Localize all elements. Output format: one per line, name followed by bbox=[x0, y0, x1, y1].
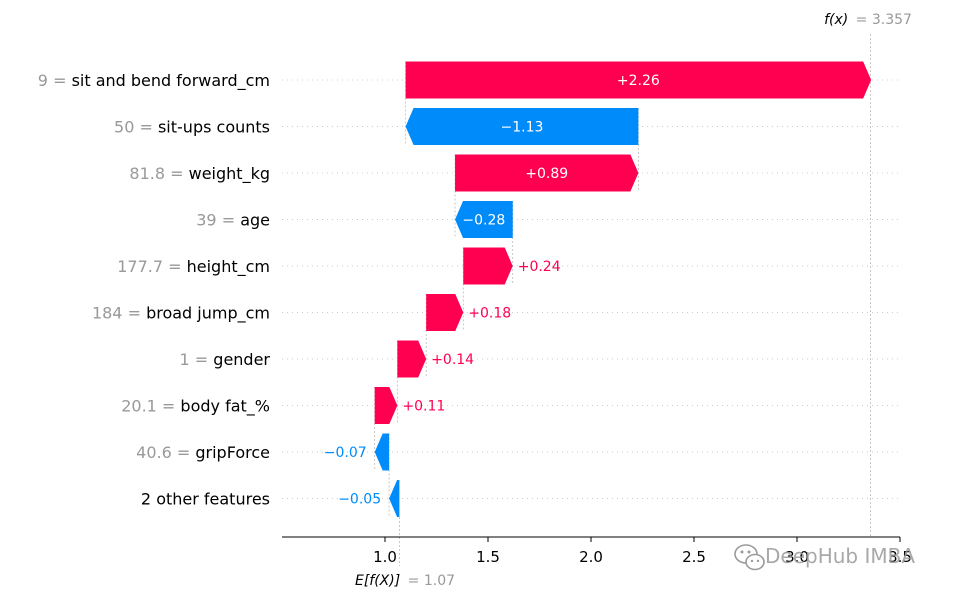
feature-label: 1 = gender bbox=[180, 350, 271, 369]
fx-annotation: f(x) = 3.357 bbox=[824, 12, 912, 28]
feature-name: height_cm bbox=[187, 257, 270, 277]
x-tick-label: 2.5 bbox=[682, 548, 706, 566]
contribution-bar bbox=[426, 294, 464, 331]
feature-label: 2 other features bbox=[141, 490, 270, 509]
contribution-bar bbox=[389, 480, 400, 517]
contribution-label: +0.14 bbox=[431, 352, 474, 368]
ex-annotation: E[f(X)] = 1.07 bbox=[355, 573, 455, 589]
feature-name: body fat_% bbox=[180, 397, 270, 417]
feature-name: gripForce bbox=[195, 443, 270, 462]
feature-name: 2 other features bbox=[141, 490, 270, 509]
contribution-bars bbox=[374, 61, 872, 517]
contribution-label: −1.13 bbox=[501, 120, 544, 136]
contribution-bar bbox=[455, 154, 639, 192]
feature-value: 9 bbox=[38, 71, 48, 90]
contribution-bar bbox=[405, 61, 872, 99]
contribution-bar bbox=[405, 108, 639, 145]
feature-label: 184 = broad jump_cm bbox=[92, 304, 270, 324]
feature-name: weight_kg bbox=[189, 164, 270, 184]
feature-value: 20.1 bbox=[121, 397, 157, 416]
ex-value: 1.07 bbox=[424, 573, 455, 589]
x-tick-label: 3.0 bbox=[785, 548, 809, 566]
feature-value: 1 bbox=[180, 350, 190, 369]
contribution-label: −0.07 bbox=[324, 445, 367, 461]
feature-label: 81.8 = weight_kg bbox=[129, 164, 270, 184]
feature-value: 184 bbox=[92, 304, 123, 323]
watermark: DeepHub IMBA bbox=[734, 544, 915, 571]
feature-value: 50 bbox=[114, 118, 134, 137]
feature-label: 177.7 = height_cm bbox=[117, 257, 270, 277]
contribution-labels: +2.26 −1.13 +0.89 −0.28 +0.24 +0.18 +0.14 +0.11… bbox=[324, 73, 660, 508]
feature-label: 20.1 = body fat_% bbox=[121, 397, 270, 417]
contribution-bar bbox=[374, 433, 390, 471]
feature-value: 81.8 bbox=[129, 164, 165, 183]
contribution-label: +0.89 bbox=[525, 166, 568, 182]
contribution-bar bbox=[374, 387, 398, 424]
feature-label: 40.6 = gripForce bbox=[136, 443, 270, 462]
feature-label: 9 = sit and bend forward_cm bbox=[38, 71, 270, 91]
contribution-label: +2.26 bbox=[617, 73, 660, 89]
feature-name: sit-ups counts bbox=[158, 118, 270, 137]
watermark-text: DeepHub IMBA bbox=[765, 544, 915, 568]
feature-value: 177.7 bbox=[117, 257, 163, 276]
feature-label: 39 = age bbox=[196, 211, 270, 230]
fx-value: 3.357 bbox=[872, 12, 912, 28]
feature-value: 39 bbox=[196, 211, 216, 230]
contribution-bar bbox=[455, 201, 513, 238]
contribution-label: −0.05 bbox=[338, 492, 381, 508]
feature-name: age bbox=[240, 211, 270, 230]
feature-labels: 9 = sit and bend forward_cm 50 = sit-ups … bbox=[38, 71, 271, 509]
feature-name: broad jump_cm bbox=[146, 304, 270, 324]
wechat-icon bbox=[734, 544, 765, 571]
x-tick-label: 1.5 bbox=[476, 548, 500, 566]
feature-value: 40.6 bbox=[136, 443, 172, 462]
feature-name: gender bbox=[213, 350, 270, 369]
feature-name: sit and bend forward_cm bbox=[72, 71, 270, 91]
x-tick-label: 3.5 bbox=[888, 548, 912, 566]
x-tick-label: 2.0 bbox=[579, 548, 603, 566]
contribution-label: +0.24 bbox=[518, 259, 561, 275]
contribution-label: −0.28 bbox=[462, 213, 505, 229]
fx-label: f(x) bbox=[824, 12, 848, 28]
contribution-bar bbox=[397, 340, 427, 378]
x-tick-label: 1.0 bbox=[373, 548, 397, 566]
contribution-label: +0.18 bbox=[468, 306, 511, 322]
contribution-label: +0.11 bbox=[402, 399, 445, 415]
feature-label: 50 = sit-ups counts bbox=[114, 118, 270, 137]
contribution-bar bbox=[463, 247, 513, 285]
ex-label: E[f(X)] bbox=[355, 573, 400, 589]
x-axis: 1.0 1.5 2.0 2.5 3.0 3.5 bbox=[282, 536, 912, 566]
